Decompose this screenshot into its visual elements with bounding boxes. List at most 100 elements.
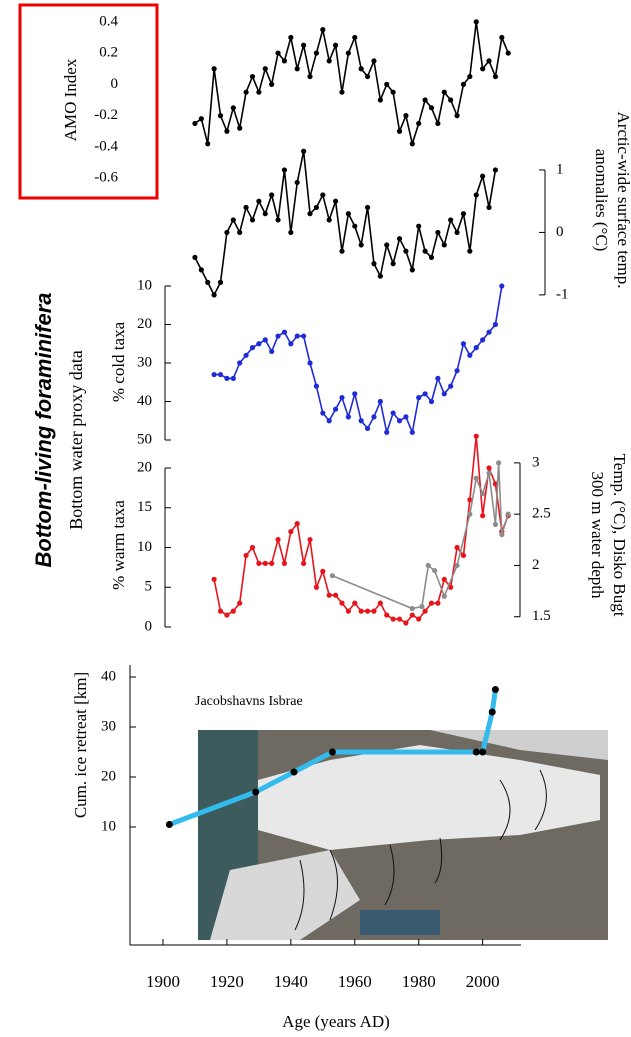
data-point — [377, 273, 383, 279]
data-point — [301, 148, 307, 154]
data-point — [345, 608, 351, 614]
data-point — [275, 333, 281, 339]
y-tick-label: 15 — [137, 499, 152, 515]
data-point — [243, 352, 249, 358]
data-point — [492, 167, 499, 173]
data-point — [230, 375, 236, 381]
y-tick-label: -1 — [556, 286, 569, 302]
data-point — [313, 383, 320, 389]
data-point — [294, 66, 300, 72]
data-point — [371, 414, 377, 420]
x-tick-label: 1940 — [274, 972, 308, 991]
y-tick-label: 5 — [145, 579, 153, 595]
data-point — [237, 229, 243, 236]
data-point — [165, 821, 173, 828]
data-point — [422, 391, 428, 397]
y-tick-label: -0.6 — [94, 170, 118, 186]
y-tick-label: 0.4 — [99, 13, 118, 29]
y-tick-label: 0.2 — [99, 45, 118, 61]
data-point — [416, 395, 422, 401]
data-point — [217, 279, 224, 285]
annotation: Jacobshavns Isbrae — [195, 694, 303, 709]
data-point — [492, 73, 499, 80]
data-point — [301, 560, 307, 567]
data-point — [371, 261, 377, 267]
data-point — [275, 50, 281, 56]
y-axis-label-line: Cum. ice retreat [km] — [71, 672, 90, 818]
data-point — [467, 511, 473, 517]
data-point — [339, 395, 345, 401]
data-point — [377, 97, 383, 103]
y-tick-label: -0.4 — [94, 138, 118, 154]
data-point — [486, 465, 492, 471]
y2-tick-label: 1.5 — [532, 608, 551, 624]
data-point — [364, 425, 371, 432]
data-point — [467, 73, 473, 80]
data-point — [269, 192, 275, 198]
data-point — [243, 204, 249, 211]
data-point — [486, 58, 492, 64]
data-point — [403, 620, 409, 626]
data-point — [384, 429, 390, 435]
y-axis-label-line: AMO Index — [61, 58, 80, 141]
data-point — [409, 605, 415, 612]
data-point — [425, 562, 431, 569]
y-tick-label: 20 — [137, 459, 152, 475]
data-point — [460, 211, 467, 217]
y-axis-label: % cold taxa — [109, 321, 128, 402]
data-point — [396, 418, 403, 424]
data-point — [422, 248, 428, 254]
satellite-image — [198, 730, 608, 940]
y-tick-label: 10 — [137, 277, 152, 293]
y-tick-label: 20 — [137, 316, 152, 332]
data-point — [473, 19, 479, 25]
data-point — [307, 73, 313, 80]
proxy-label: Bottom water proxy data — [66, 350, 86, 529]
data-point — [479, 748, 487, 756]
y2-axis-label: Temp. (°C), Disko Bugt300 m water depth — [588, 454, 629, 617]
data-point — [499, 532, 505, 538]
data-point — [435, 375, 441, 381]
data-point — [192, 254, 198, 261]
data-point — [224, 229, 230, 236]
data-point — [243, 89, 249, 95]
data-point — [288, 229, 294, 236]
y-tick-label: 40 — [101, 668, 116, 684]
data-point — [313, 204, 320, 211]
data-point — [275, 217, 281, 223]
data-point — [281, 58, 288, 64]
data-point — [307, 211, 313, 217]
data-point — [377, 398, 383, 405]
data-point — [422, 97, 428, 103]
y2-tick-label: 3 — [532, 454, 540, 470]
data-point — [486, 470, 492, 476]
data-point — [364, 204, 371, 211]
data-point — [403, 248, 409, 254]
data-point — [262, 211, 268, 217]
data-point — [486, 204, 492, 211]
data-point — [307, 536, 313, 543]
data-point — [448, 97, 454, 103]
data-point — [467, 248, 473, 254]
data-point — [454, 562, 460, 569]
y-tick-label: 1 — [556, 161, 564, 177]
y-axis-label-line: anomalies (°C) — [592, 149, 611, 252]
data-point — [473, 345, 479, 351]
data-point — [320, 27, 326, 33]
data-point — [294, 179, 300, 186]
x-axis-label: Age (years AD) — [282, 1012, 390, 1031]
data-point — [307, 360, 313, 366]
data-point — [403, 414, 409, 420]
data-point — [288, 529, 294, 535]
side-label: Bottom-living foraminifera — [31, 292, 56, 567]
x-tick-label: 1920 — [210, 972, 244, 991]
data-point — [358, 242, 364, 248]
data-point — [435, 600, 441, 606]
data-point — [371, 58, 377, 64]
y-tick-label: 0 — [111, 76, 119, 92]
data-point — [441, 576, 447, 582]
data-point — [441, 89, 447, 95]
data-point — [358, 66, 364, 72]
data-point — [269, 81, 275, 87]
